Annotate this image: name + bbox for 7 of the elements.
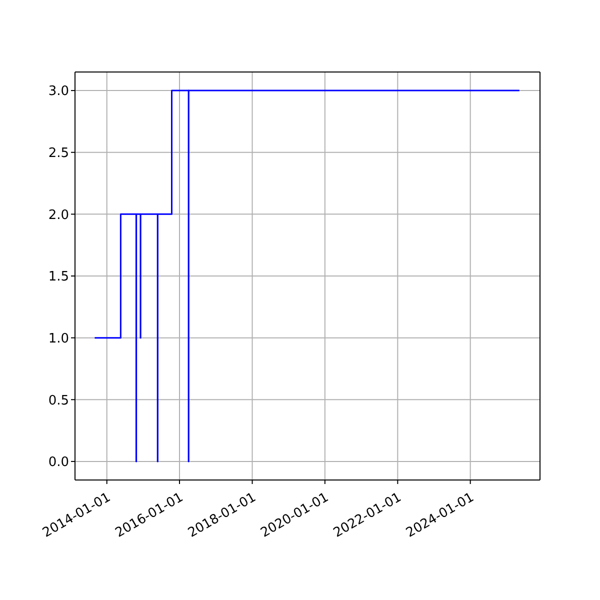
y-tick-label: 0.0 <box>48 455 69 470</box>
y-tick-label: 0.5 <box>48 393 69 408</box>
y-tick-label: 1.5 <box>48 270 69 285</box>
y-tick-label: 3.0 <box>48 84 69 100</box>
y-tick-label: 1.0 <box>48 331 69 346</box>
y-tick-label: 2.0 <box>48 208 69 223</box>
y-tick-label: 2.5 <box>48 146 69 161</box>
